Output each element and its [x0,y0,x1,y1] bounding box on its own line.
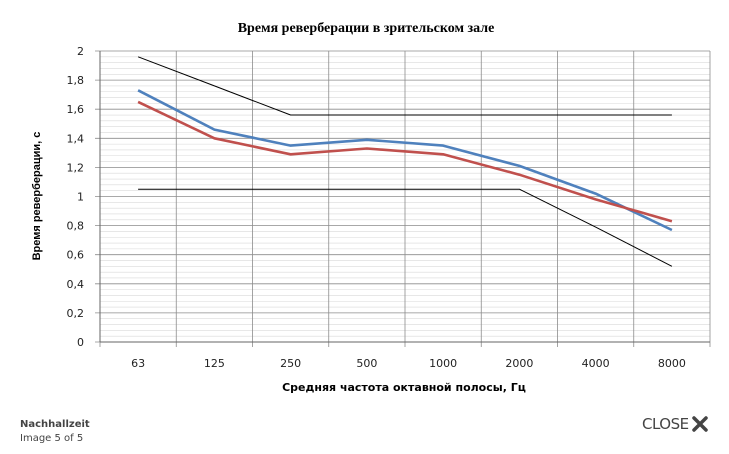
close-icon [691,416,708,432]
y-axis-label: Время реверберации, с [31,132,43,261]
y-tick-label: 1,2 [67,161,85,174]
x-tick-label: 63 [131,357,145,370]
x-axis-label: Средняя частота октавной полосы, Гц [282,381,526,394]
y-tick-label: 1,8 [67,74,85,87]
series-lines [137,56,673,267]
x-tick-label: 125 [204,357,225,370]
y-tick-label: 0 [77,336,84,349]
x-tick-labels: 63 125 250 500 1000 2000 4000 8000 [131,357,686,370]
x-tick-label: 1000 [429,357,457,370]
reverberation-chart: Время реверберации в зрительском зале 00… [31,21,711,394]
chart-title: Время реверберации в зрительском зале [238,21,495,36]
x-tick-label: 8000 [658,357,686,370]
y-tick-label: 0,8 [67,220,85,233]
x-tick-label: 500 [356,357,377,370]
measured-line-0 [137,89,673,232]
y-tick-label: 0,2 [67,307,85,320]
y-tick-label: 0,4 [67,278,85,291]
measured-line-1 [137,100,673,223]
x-tick-label: 2000 [505,357,533,370]
close-label: CLOSE [642,415,689,433]
caption-title: Nachhallzeit [20,419,90,430]
y-tick-labels: 0 0,2 0,4 0,6 0,8 1 1,2 1,4 1,6 1,8 2 [67,45,85,349]
limit-line-3 [138,188,673,267]
plot-axes [99,51,710,343]
caption-counter: Image 5 of 5 [20,433,84,444]
y-tick-label: 2 [77,45,84,58]
close-button[interactable]: CLOSE [642,415,709,433]
x-tick-label: 4000 [582,357,610,370]
limit-line-2 [137,56,672,116]
image-caption: Nachhallzeit Image 5 of 5 [20,418,90,446]
y-tick-label: 1 [77,191,84,204]
y-tick-label: 1,6 [67,103,85,116]
y-tick-label: 1,4 [67,132,85,145]
y-tick-label: 0,6 [67,249,85,262]
x-tick-label: 250 [280,357,301,370]
major-gridlines [95,50,711,347]
